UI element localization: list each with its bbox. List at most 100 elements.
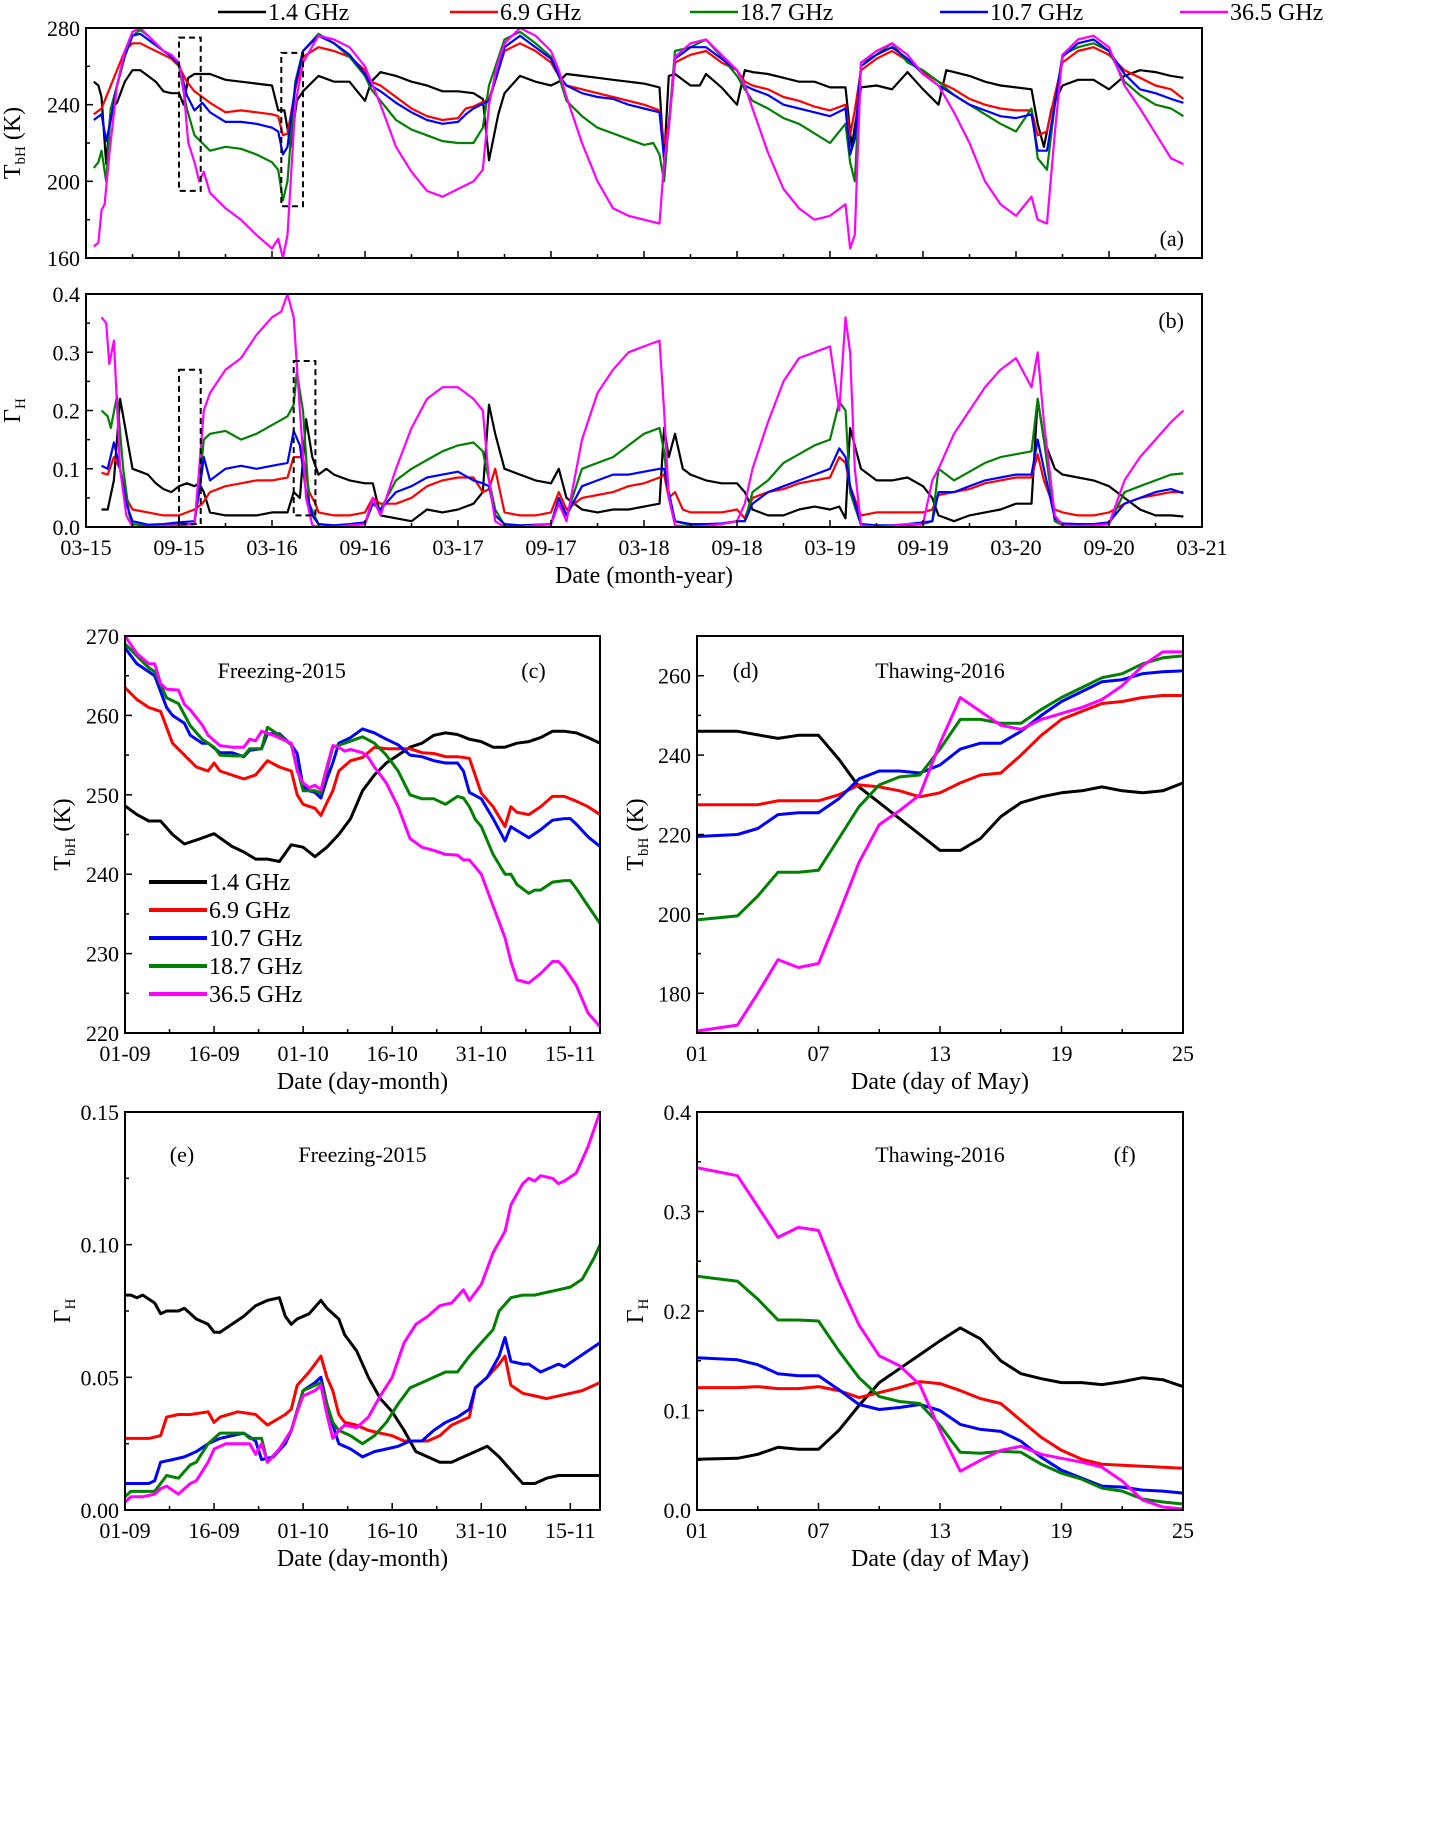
x-tick-label: 31-10 [456, 1518, 507, 1543]
y-tick-label: 240 [86, 862, 119, 887]
series-line-1-4-ghz [697, 1326, 1183, 1461]
legend-label: 1.4 GHz [268, 0, 349, 26]
highlight-box-1 [178, 36, 202, 192]
series-line-1-4-ghz [93, 69, 1184, 166]
x-tick-label: 01-09 [99, 1041, 150, 1066]
y-tick-label: 0.2 [53, 399, 81, 424]
x-tick-label: 13 [929, 1518, 951, 1543]
series-group [100, 294, 1185, 527]
y-axis-title: ΓH [50, 1298, 79, 1323]
x-tick-label: 31-10 [456, 1041, 507, 1066]
series-line-18-7-ghz [125, 642, 600, 925]
x-tick-label: 09-17 [525, 535, 576, 560]
series-line-6-9-ghz [125, 686, 600, 829]
series-line-36-5-ghz [93, 28, 1184, 258]
series-line-36-5-ghz [697, 1166, 1183, 1510]
series-group [125, 636, 600, 1028]
series-line-6-9-ghz [101, 453, 1184, 520]
x-tick-label: 13 [929, 1041, 951, 1066]
y-axis-title: TbH (K) [50, 798, 79, 870]
x-axis-title: Date (day of May) [851, 1069, 1029, 1095]
x-tick-label: 03-20 [990, 535, 1041, 560]
x-axis-title: Date (day of May) [851, 1546, 1029, 1572]
panel-a: 160 200 240 280 TbH (K) (a) [0, 16, 1203, 271]
x-tick-label: 07 [808, 1041, 830, 1066]
y-tick-label: 220 [658, 823, 691, 848]
panel-annotation: Thawing-2016 [875, 658, 1005, 683]
legend-label: 36.5 GHz [209, 982, 302, 1008]
x-tick-label: 09-16 [339, 535, 390, 560]
series-line-6-9-ghz [697, 694, 1183, 807]
y-tick-label: 220 [86, 1021, 119, 1046]
y-tick-label: 0.0 [53, 515, 81, 540]
panel-label: (d) [733, 658, 759, 683]
y-tick-label: 0.4 [53, 282, 81, 307]
panel-annotation: Thawing-2016 [875, 1142, 1005, 1167]
y-tick-label: 0.1 [53, 457, 81, 482]
series-line-1-4-ghz [101, 397, 1184, 523]
legend-label: 1.4 GHz [209, 870, 290, 896]
y-tick-label: 200 [658, 902, 691, 927]
x-tick-label: 19 [1051, 1041, 1073, 1066]
panel-label: (a) [1160, 226, 1184, 251]
legend-label: 18.7 GHz [740, 0, 833, 26]
legend-label: 6.9 GHz [209, 898, 290, 924]
x-tick-label: 03-18 [618, 535, 669, 560]
x-tick-label: 19 [1051, 1518, 1073, 1543]
y-tick-label: 180 [658, 981, 691, 1006]
x-tick-label: 01-10 [277, 1518, 328, 1543]
y-tick-label: 0.15 [81, 1100, 120, 1125]
top-legend: 1.4 GHz 6.9 GHz 18.7 GHz 10.7 GHz 36.5 GHz [218, 0, 1323, 26]
x-tick-label: 03-21 [1176, 535, 1227, 560]
x-tick-label: 01 [686, 1041, 708, 1066]
y-tick-label: 0.1 [664, 1399, 692, 1424]
y-tick-label: 0.3 [664, 1200, 692, 1225]
series-line-1-4-ghz [697, 729, 1183, 852]
x-tick-label: 01-09 [99, 1518, 150, 1543]
x-tick-label: 25 [1172, 1518, 1194, 1543]
y-axis-title: TbH (K) [623, 798, 652, 870]
panel-b: 0.0 0.1 0.2 0.3 0.4 03-15 09-15 03-16 09-16 03-17… [0, 282, 1228, 589]
highlight-box-2 [280, 51, 304, 208]
x-axis-title: Date (day-month) [277, 1546, 448, 1572]
panel-e: 0.00 0.05 0.10 0.15 01-09 16-09 01-10 16-10 31-1… [50, 1100, 601, 1572]
x-tick-label: 01-10 [277, 1041, 328, 1066]
y-tick-label: 0.0 [664, 1498, 692, 1523]
plot-frame [85, 293, 1203, 528]
series-group [697, 1166, 1183, 1510]
y-tick-label: 240 [658, 743, 691, 768]
panel-annotation: Freezing-2015 [218, 658, 346, 683]
x-tick-label: 09-15 [153, 535, 204, 560]
x-tick-label: 16-10 [367, 1518, 418, 1543]
x-tick-label: 03-17 [432, 535, 483, 560]
legend-label: 36.5 GHz [1230, 0, 1323, 26]
series-line-10-7-ghz [125, 647, 600, 848]
y-tick-label: 240 [47, 93, 80, 118]
series-line-18-7-ghz [92, 28, 1184, 202]
y-axis-title: ΓH [0, 398, 29, 423]
series-line-10-7-ghz [697, 669, 1183, 838]
legend-label: 10.7 GHz [209, 926, 302, 952]
y-tick-label: 270 [86, 624, 119, 649]
x-tick-label: 16-09 [188, 1518, 239, 1543]
series-line-10-7-ghz [101, 429, 1184, 527]
series-line-36-5-ghz [125, 1112, 600, 1504]
panel-annotation: Freezing-2015 [298, 1142, 426, 1167]
panel-c: 220 230 240 250 260 270 01-09 16-09 01-10 16-10 31… [50, 624, 601, 1095]
highlight-box-2 [292, 359, 317, 517]
y-tick-label: 160 [47, 246, 80, 271]
x-tick-label: 09-19 [897, 535, 948, 560]
panel-label: (c) [521, 658, 545, 683]
series-line-18-7-ghz [697, 1274, 1183, 1506]
x-axis-title: Date (month-year) [555, 563, 733, 589]
x-tick-label: 03-15 [60, 535, 111, 560]
plot-frame [124, 635, 601, 1034]
series-line-1-4-ghz [125, 729, 600, 863]
x-tick-label: 03-19 [804, 535, 855, 560]
series-line-36-5-ghz [100, 294, 1185, 527]
series-line-10-7-ghz [697, 1356, 1183, 1495]
y-tick-label: 250 [86, 783, 119, 808]
y-tick-label: 0.4 [664, 1100, 692, 1125]
